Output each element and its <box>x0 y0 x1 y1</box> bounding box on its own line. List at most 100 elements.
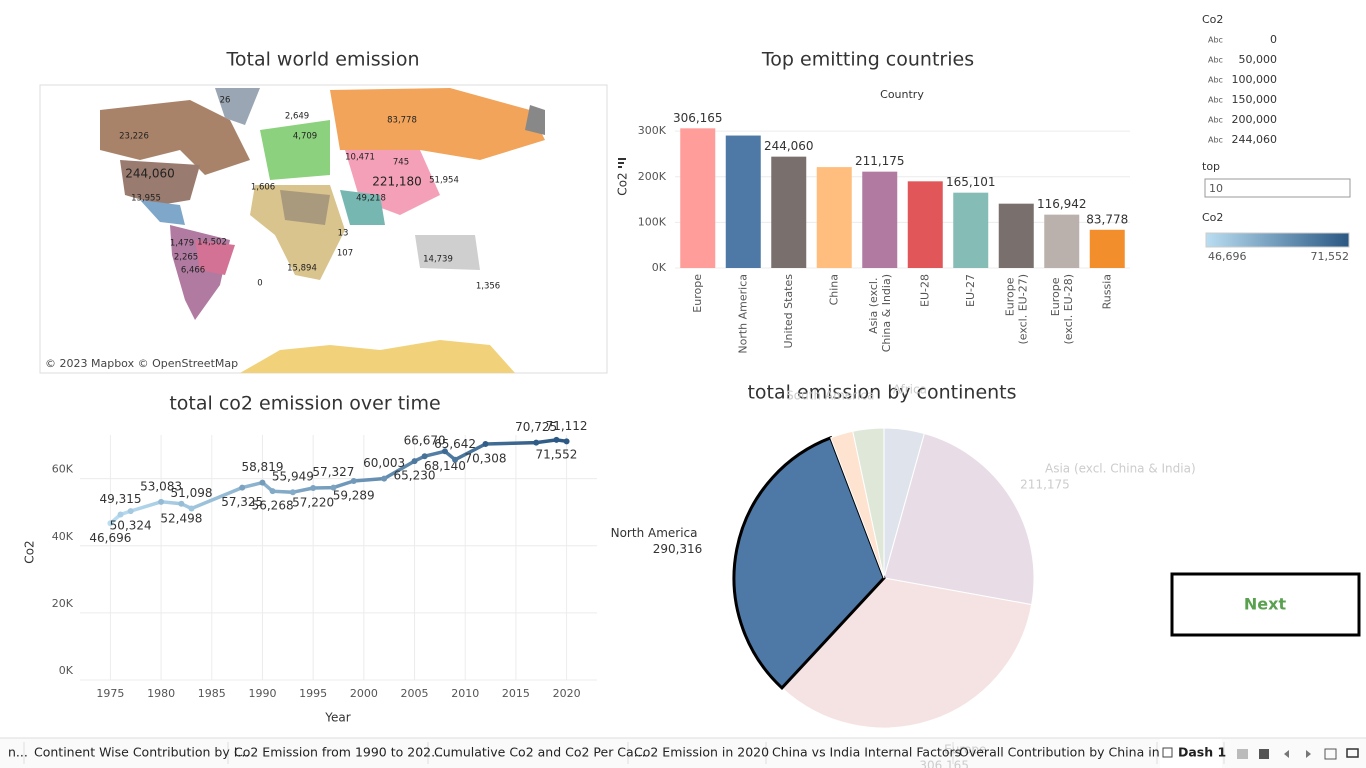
next-button[interactable] <box>1170 572 1361 637</box>
y-tick-label: 40K <box>52 530 74 543</box>
bar <box>816 167 852 268</box>
x-tick-label: 2015 <box>502 687 530 700</box>
map-label: 1,606 <box>251 183 275 193</box>
y-tick-label: 300K <box>638 124 667 137</box>
point-value-label: 49,315 <box>100 492 142 506</box>
land <box>340 190 385 225</box>
x-tick-label: United States <box>782 274 795 349</box>
map-label: 2,649 <box>285 112 309 122</box>
legend-icon: Abc <box>1208 76 1223 85</box>
map-label: 2,265 <box>174 253 198 263</box>
icon[interactable] <box>1284 750 1289 758</box>
land <box>330 88 545 160</box>
icon[interactable] <box>1237 749 1248 759</box>
bar-value-label: 211,175 <box>855 154 905 168</box>
next-button-label[interactable]: Next <box>1244 595 1287 614</box>
x-tick-label: 1985 <box>198 687 226 700</box>
point <box>310 484 317 491</box>
tab[interactable]: China vs India Internal Factors <box>772 745 961 760</box>
point-value-label: 59,289 <box>333 489 375 503</box>
point <box>553 436 560 443</box>
map-label: 13,955 <box>131 194 161 204</box>
pie-slice[interactable] <box>883 432 1035 606</box>
point <box>421 453 428 460</box>
map-label: 15,894 <box>287 264 317 274</box>
line-y-axis-title: Co2 <box>23 540 37 563</box>
map-label: 23,226 <box>119 132 149 142</box>
point-value-label: 65,230 <box>394 469 436 483</box>
x-tick-label: China <box>827 274 840 305</box>
pie-label: Africa <box>893 382 927 396</box>
bar-value-label: 244,060 <box>764 139 814 153</box>
point <box>269 488 276 495</box>
sort-icon-bar <box>618 158 626 160</box>
point <box>107 520 114 527</box>
tab[interactable]: Continent Wise Contribution by I... <box>34 745 249 760</box>
land <box>100 100 250 175</box>
x-tick-label: 1990 <box>248 687 276 700</box>
point-value-label: 57,220 <box>292 495 334 509</box>
bar-x-axis-title: Country <box>880 88 924 101</box>
map-label: 10,471 <box>345 153 375 163</box>
pie-title: total emission by continents <box>747 382 1016 404</box>
x-tick-label: 1980 <box>147 687 175 700</box>
x-tick-label: Asia (excl. China & India) <box>867 274 893 352</box>
legend-item[interactable]: 0 <box>1270 33 1277 46</box>
map-label: 0 <box>257 279 262 289</box>
bar-y-axis-title: Co2 <box>616 172 630 195</box>
tab[interactable]: Co2 Emission in 2020 <box>634 745 769 760</box>
bar-value-label: 165,101 <box>946 175 996 189</box>
map-label: 221,180 <box>372 175 422 189</box>
legend-item[interactable]: 100,000 <box>1232 73 1278 86</box>
land <box>415 235 480 270</box>
tab-active <box>1160 739 1222 768</box>
bar-value-label: 83,778 <box>1086 212 1128 226</box>
point-value-label: 57,327 <box>312 465 354 479</box>
sort-icon[interactable] <box>618 158 626 168</box>
x-tick-label: EU-28 <box>918 274 931 307</box>
legend-item[interactable]: 50,000 <box>1239 53 1278 66</box>
icon[interactable] <box>1259 749 1269 759</box>
pie-slice[interactable] <box>781 577 1033 729</box>
icon[interactable] <box>1306 750 1311 758</box>
legend-item[interactable]: 150,000 <box>1232 93 1278 106</box>
point <box>289 489 296 496</box>
point <box>411 458 418 465</box>
parameter-value[interactable]: 10 <box>1209 182 1223 195</box>
legend-icon: Abc <box>1208 96 1223 105</box>
point-value-label: 57,325 <box>221 495 263 509</box>
bar-title: Top emitting countries <box>761 49 974 71</box>
icon[interactable] <box>1324 748 1337 760</box>
icon[interactable] <box>1346 748 1359 758</box>
pie-value-label: 306,165 <box>919 759 969 768</box>
point <box>381 475 388 482</box>
tab[interactable]: Cumulative Co2 and Co2 Per Ca... <box>434 745 646 760</box>
parameter-input[interactable] <box>1204 178 1351 198</box>
legend-item[interactable]: 244,060 <box>1232 133 1278 146</box>
tab[interactable]: Co2 Emission from 1990 to 202... <box>234 745 443 760</box>
tab[interactable]: Overall Contribution by China in ... <box>959 745 1176 760</box>
x-tick-label: 2020 <box>553 687 581 700</box>
point-value-label: 58,819 <box>241 460 283 474</box>
bar <box>862 171 898 268</box>
map-label: 51,954 <box>429 176 459 186</box>
point <box>452 456 459 463</box>
pie-slice[interactable] <box>732 435 886 691</box>
x-tick-label: Europe (excl. EU-28) <box>1049 274 1075 345</box>
x-tick-label: 2000 <box>350 687 378 700</box>
pie-slice[interactable] <box>852 427 885 579</box>
color-legend-min: 46,696 <box>1208 250 1247 263</box>
land <box>140 200 185 225</box>
map-label: 244,060 <box>125 167 175 181</box>
tab[interactable]: n... <box>8 745 28 760</box>
land <box>120 160 200 205</box>
map-label: 14,502 <box>197 238 227 248</box>
tab[interactable]: Dash 1 <box>1178 745 1226 760</box>
legend-item[interactable]: 200,000 <box>1232 113 1278 126</box>
point <box>563 438 570 445</box>
nav-icons[interactable] <box>1237 748 1359 760</box>
pie-value-label: 290,316 <box>653 542 703 556</box>
y-tick-label: 0K <box>652 261 667 274</box>
